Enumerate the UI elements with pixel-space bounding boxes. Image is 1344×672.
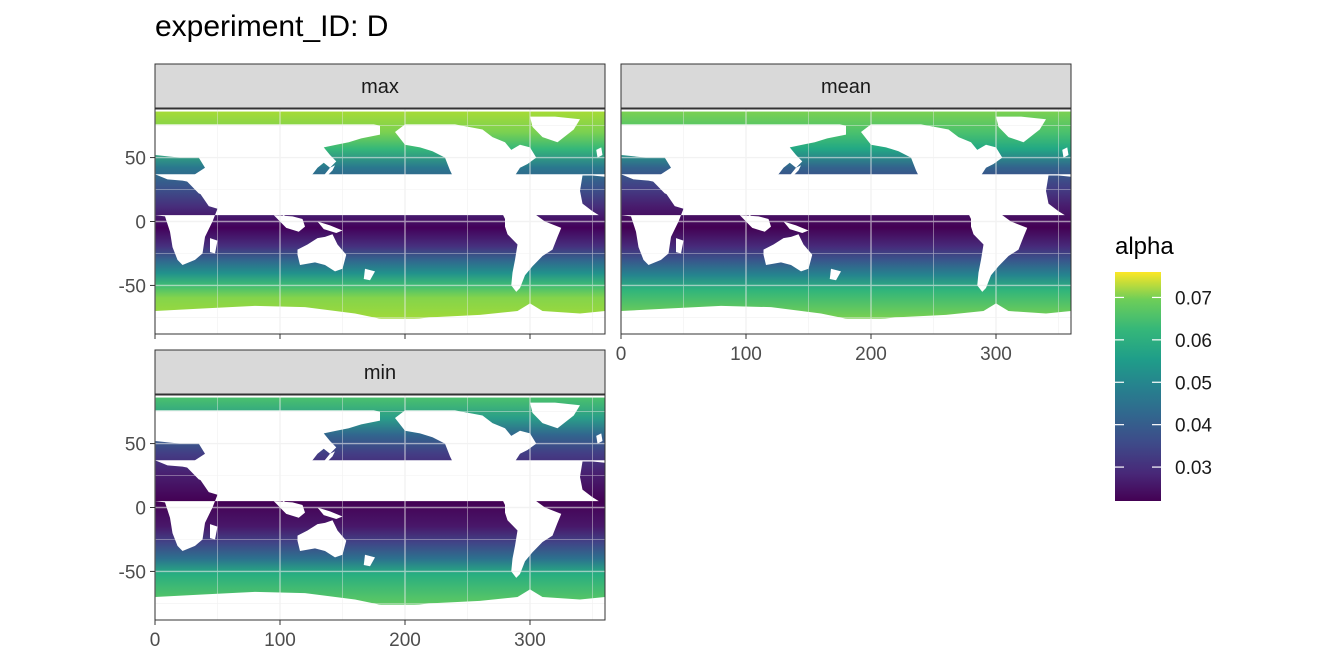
x-tick-label: 300 xyxy=(514,630,546,651)
facet-strip-label: max xyxy=(361,76,399,98)
y-tick-label: 50 xyxy=(125,435,146,456)
map-layer xyxy=(155,111,605,334)
x-tick-label: 300 xyxy=(980,344,1012,365)
legend-colorbar xyxy=(1115,272,1161,501)
y-tick-label: 50 xyxy=(125,149,146,170)
panel-border xyxy=(620,108,1072,335)
facet-strip xyxy=(620,63,1072,109)
map-layer xyxy=(621,111,1071,334)
facet-panel-mean: mean 0 100 200 300 xyxy=(616,63,1072,365)
facet-panel-min: min 50 0 -50 0 100 200 300 xyxy=(119,349,606,651)
x-tick-label: 0 xyxy=(616,344,627,365)
legend-tick-label: 0.06 xyxy=(1175,331,1212,352)
x-tick-label: 200 xyxy=(855,344,887,365)
y-tick-label: -50 xyxy=(119,276,146,297)
legend-title: alpha xyxy=(1115,233,1174,260)
facet-strip xyxy=(154,63,606,109)
x-tick-label: 100 xyxy=(730,344,762,365)
map-layer xyxy=(155,397,605,620)
gridlines xyxy=(620,109,1071,334)
legend-tick-label: 0.03 xyxy=(1175,458,1212,479)
facet-strip-label: mean xyxy=(821,76,871,98)
facet-strip xyxy=(154,349,606,395)
x-tick-label: 200 xyxy=(389,630,421,651)
gridlines xyxy=(154,395,605,620)
x-tick-label: 0 xyxy=(150,630,161,651)
color-legend: alpha 0.07 0.06 0.05 0.04 0.03 xyxy=(1115,233,1212,501)
facet-strip-label: min xyxy=(364,362,396,384)
y-tick-label: 0 xyxy=(135,213,146,234)
legend-tick-label: 0.04 xyxy=(1175,416,1212,437)
chart-title: experiment_ID: D xyxy=(155,10,389,43)
y-tick-label: -50 xyxy=(119,562,146,583)
legend-tick-label: 0.07 xyxy=(1175,288,1212,309)
facet-panel-max: max 50 0 -50 xyxy=(119,63,606,339)
legend-tick-label: 0.05 xyxy=(1175,373,1212,394)
x-tick-label: 100 xyxy=(264,630,296,651)
y-tick-label: 0 xyxy=(135,499,146,520)
